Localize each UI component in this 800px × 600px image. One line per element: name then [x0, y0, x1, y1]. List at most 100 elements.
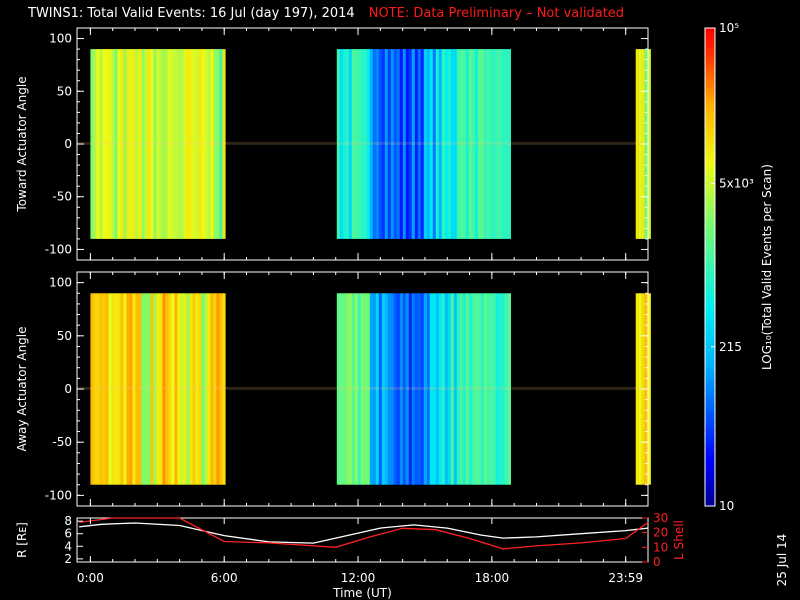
heatmap-column: [399, 49, 403, 239]
colorbar-step: [705, 314, 715, 320]
heatmap-column: [363, 49, 367, 239]
colorbar-step: [705, 278, 715, 284]
heatmap-column: [378, 49, 382, 239]
heatmap-column: [495, 293, 499, 485]
heatmap-column: [174, 49, 178, 239]
heatmap-column: [486, 49, 490, 239]
heatmap-column: [201, 293, 205, 485]
heatmap-column: [635, 49, 639, 239]
colorbar-step: [705, 322, 715, 328]
heatmap-column: [402, 49, 406, 239]
heatmap-column: [468, 49, 472, 239]
colorbar-step: [705, 235, 715, 240]
colorbar-step: [705, 195, 715, 200]
heatmap-column: [159, 293, 163, 485]
data-preliminary-note: NOTE: Data Preliminary – Not validated: [368, 6, 625, 21]
colorbar-step: [705, 286, 715, 292]
heatmap-column: [195, 293, 199, 485]
colorbar-step: [705, 139, 715, 145]
colorbar-step: [705, 219, 715, 224]
heatmap-column: [186, 49, 190, 239]
colorbar-step: [705, 99, 715, 105]
colorbar-step: [705, 366, 715, 372]
heatmap-column: [144, 293, 148, 485]
colorbar-step: [705, 119, 715, 125]
zero-angle-band: [77, 386, 648, 390]
heatmap-column: [474, 49, 478, 239]
colorbar-step: [705, 302, 715, 308]
heatmap-column: [138, 293, 142, 485]
colorbar-step: [705, 143, 715, 149]
colorbar-step: [705, 79, 715, 85]
heatmap-cells: [90, 293, 651, 485]
heatmap-column: [465, 293, 469, 485]
heatmap-column: [357, 49, 361, 239]
heatmap-column: [123, 49, 127, 239]
heatmap-column: [366, 49, 370, 239]
colorbar-step: [705, 290, 715, 296]
heatmap-panel-1: 100 50 0 -50 -100 Toward Actuator Angle: [15, 27, 651, 261]
heatmap-column: [147, 293, 151, 485]
y-tick-label-left: 8: [64, 514, 72, 528]
heatmap-column: [390, 293, 394, 485]
colorbar-step: [705, 203, 715, 208]
colorbar-tick-label: 5x10³: [719, 176, 754, 190]
colorbar-step: [705, 394, 715, 400]
colorbar-step: [705, 362, 715, 368]
heatmap-column: [429, 49, 433, 239]
heatmap-column: [186, 293, 190, 485]
heatmap-column: [387, 293, 391, 485]
colorbar-step: [705, 354, 715, 360]
heatmap-column: [501, 49, 505, 239]
colorbar-step: [705, 438, 715, 443]
colorbar-step: [705, 306, 715, 312]
heatmap-column: [411, 293, 415, 485]
heatmap-column: [444, 293, 448, 485]
colorbar-step: [705, 159, 715, 165]
heatmap-column: [177, 293, 181, 485]
heatmap-column: [117, 293, 121, 485]
colorbar-step: [705, 39, 715, 45]
colorbar-step: [705, 426, 715, 431]
heatmap-column: [477, 293, 481, 485]
heatmap-column: [93, 293, 97, 485]
heatmap-column: [504, 49, 508, 239]
heatmap-column: [441, 49, 445, 239]
heatmap-panel-2: 100 50 0 -50 -100 Away Actuator Angle: [15, 271, 651, 507]
colorbar-step: [705, 378, 715, 384]
chart-title: TWINS1: Total Valid Events: 16 Jul (day …: [28, 6, 624, 21]
heatmap-column: [438, 49, 442, 239]
colorbar-step: [705, 43, 715, 49]
heatmap-column: [501, 293, 505, 485]
heatmap-column: [360, 293, 364, 485]
y-tick-label: 100: [49, 276, 72, 290]
heatmap-column: [156, 293, 160, 485]
colorbar-step: [705, 274, 715, 280]
heatmap-column: [381, 293, 385, 485]
heatmap-column: [348, 49, 352, 239]
heatmap-column: [168, 49, 172, 239]
colorbar-step: [705, 478, 715, 483]
heatmap-column: [393, 293, 397, 485]
heatmap-column: [498, 49, 502, 239]
heatmap-column: [192, 49, 196, 239]
colorbar-step: [705, 462, 715, 467]
x-tick-label: 6:00: [211, 571, 238, 585]
y-axis-label: Away Actuator Angle: [15, 326, 29, 451]
heatmap-column: [150, 49, 154, 239]
heatmap-column: [483, 293, 487, 485]
x-tick-label: 0:00: [77, 571, 104, 585]
heatmap-column: [195, 49, 199, 239]
y-tick-label-right: 10: [653, 540, 668, 554]
heatmap-column: [345, 293, 349, 485]
y-tick-label: 100: [49, 32, 72, 46]
heatmap-column: [117, 49, 121, 239]
colorbar-step: [705, 422, 715, 427]
l-shell-line: [79, 517, 649, 550]
colorbar-step: [705, 430, 715, 435]
heatmap-column: [159, 49, 163, 239]
heatmap-column: [432, 49, 436, 239]
heatmap-column: [216, 293, 220, 485]
heatmap-column: [168, 293, 172, 485]
heatmap-column: [414, 293, 418, 485]
